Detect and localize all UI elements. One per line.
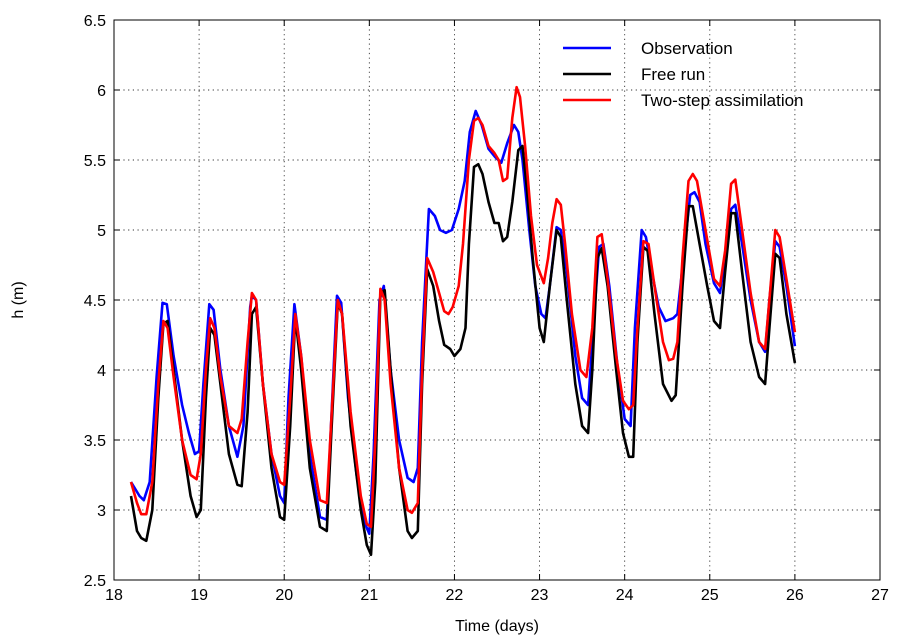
x-tick-label: 25 [701, 587, 719, 604]
x-tick-label: 20 [275, 587, 293, 604]
x-tick-label: 21 [360, 587, 378, 604]
x-tick-label: 23 [531, 587, 549, 604]
y-tick-label: 5.5 [84, 153, 106, 170]
y-tick-label: 5 [97, 223, 106, 240]
legend-label: Observation [641, 39, 733, 58]
y-tick-label: 2.5 [84, 573, 106, 590]
two-step-assimilation-line [129, 85, 797, 529]
x-tick-label: 24 [616, 587, 634, 604]
legend: Observation Free run Two-step assimilation [563, 39, 804, 110]
y-tick-label: 6 [97, 83, 106, 100]
y-tick-label: 3 [97, 503, 106, 520]
axis-ticks [113, 19, 881, 581]
free-run-line [129, 144, 797, 557]
y-tick-label: 6.5 [84, 13, 106, 30]
x-tick-label: 26 [786, 587, 804, 604]
series-lines [129, 85, 797, 557]
x-tick-label: 27 [871, 587, 889, 604]
legend-item-two-step-assimilation: Two-step assimilation [563, 91, 804, 110]
legend-label: Free run [641, 65, 705, 84]
y-tick-label: 3.5 [84, 433, 106, 450]
legend-item-observation: Observation [563, 39, 733, 58]
x-tick-label: 18 [105, 587, 123, 604]
y-tick-label: 4 [97, 363, 106, 380]
legend-label: Two-step assimilation [641, 91, 804, 110]
y-axis-tick-labels: 2.5 3 3.5 4 4.5 5 5.5 6 6.5 [84, 13, 106, 590]
observation-line [129, 109, 797, 536]
x-axis-tick-labels: 18 19 20 21 22 23 24 25 26 27 [105, 587, 889, 604]
x-axis-label: Time (days) [455, 618, 539, 635]
x-tick-label: 19 [190, 587, 208, 604]
y-axis-label: h (m) [10, 281, 27, 318]
legend-item-free-run: Free run [563, 65, 705, 84]
x-tick-label: 22 [446, 587, 464, 604]
y-tick-label: 4.5 [84, 293, 106, 310]
